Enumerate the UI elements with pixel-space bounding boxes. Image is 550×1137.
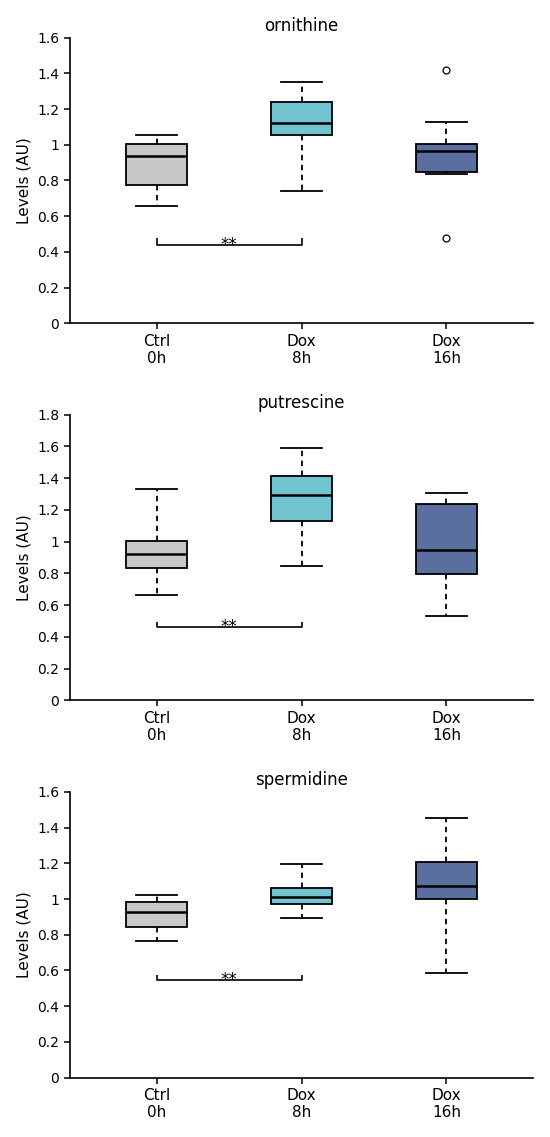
Bar <box>271 476 332 521</box>
Title: putrescine: putrescine <box>258 393 345 412</box>
Title: ornithine: ornithine <box>265 17 339 34</box>
Bar <box>416 505 477 574</box>
Bar <box>271 888 332 904</box>
Bar <box>126 143 187 185</box>
Y-axis label: Levels (AU): Levels (AU) <box>16 138 32 224</box>
Bar <box>271 102 332 135</box>
Y-axis label: Levels (AU): Levels (AU) <box>16 891 32 978</box>
Title: spermidine: spermidine <box>255 771 348 789</box>
Bar <box>126 902 187 927</box>
Y-axis label: Levels (AU): Levels (AU) <box>16 514 32 601</box>
Text: **: ** <box>221 235 238 254</box>
Text: **: ** <box>221 971 238 989</box>
Bar <box>126 541 187 567</box>
Bar <box>416 143 477 173</box>
Text: **: ** <box>221 619 238 637</box>
Bar <box>416 862 477 899</box>
